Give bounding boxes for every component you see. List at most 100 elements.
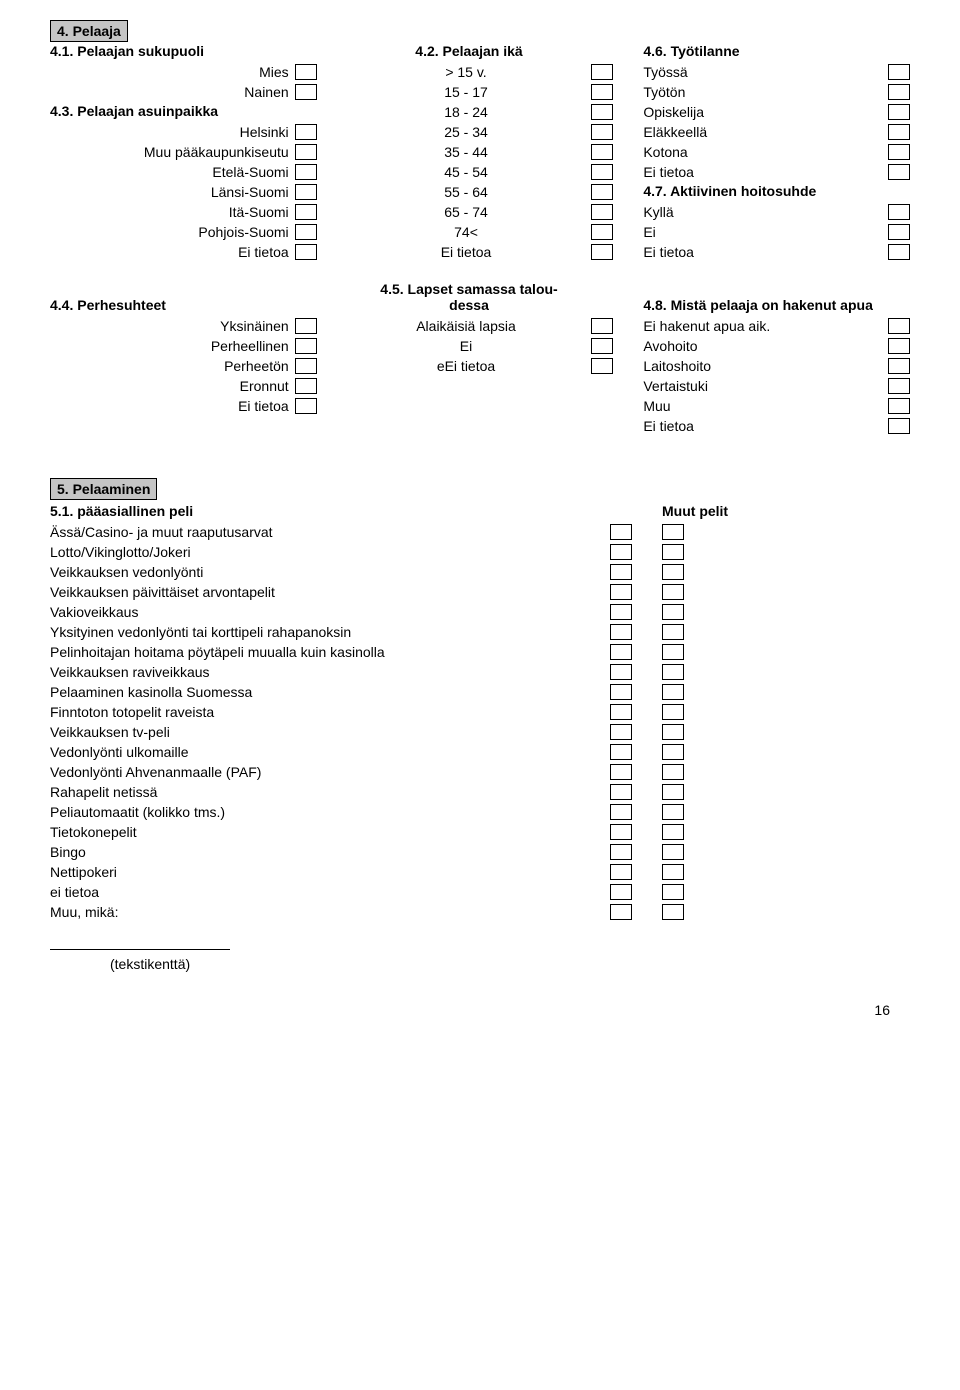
option-label: Vertaistuki — [643, 378, 888, 394]
checkbox[interactable] — [295, 224, 317, 240]
muut-pelit-header: Muut pelit — [662, 501, 752, 521]
checkbox[interactable] — [295, 244, 317, 260]
game-row: Vakioveikkaus — [50, 602, 910, 622]
q51-header: 5.1. pääasiallinen peli — [50, 501, 610, 521]
q45-header: 4.5. Lapset samassa talou- dessa — [347, 281, 592, 315]
checkbox[interactable] — [295, 84, 317, 100]
checkbox-main[interactable] — [610, 664, 632, 680]
checkbox[interactable] — [591, 124, 613, 140]
option-label: 35 - 44 — [347, 144, 592, 160]
checkbox-other[interactable] — [662, 804, 684, 820]
checkbox-other[interactable] — [662, 624, 684, 640]
checkbox[interactable] — [888, 338, 910, 354]
checkbox-main[interactable] — [610, 844, 632, 860]
checkbox-main[interactable] — [610, 584, 632, 600]
checkbox[interactable] — [591, 224, 613, 240]
checkbox-main[interactable] — [610, 544, 632, 560]
checkbox-main[interactable] — [610, 784, 632, 800]
checkbox[interactable] — [591, 338, 613, 354]
checkbox[interactable] — [591, 244, 613, 260]
checkbox-main[interactable] — [610, 884, 632, 900]
checkbox-other[interactable] — [662, 524, 684, 540]
checkbox[interactable] — [591, 164, 613, 180]
checkbox-other[interactable] — [662, 664, 684, 680]
option-label: Työtön — [643, 84, 888, 100]
checkbox[interactable] — [888, 164, 910, 180]
q44-header: 4.4. Perhesuhteet — [50, 297, 295, 315]
option-label: Ei tietoa — [50, 244, 295, 260]
checkbox[interactable] — [295, 124, 317, 140]
checkbox[interactable] — [591, 84, 613, 100]
checkbox-main[interactable] — [610, 824, 632, 840]
checkbox[interactable] — [295, 318, 317, 334]
checkbox-main[interactable] — [610, 904, 632, 920]
checkbox-main[interactable] — [610, 804, 632, 820]
checkbox[interactable] — [295, 64, 317, 80]
checkbox-main[interactable] — [610, 704, 632, 720]
checkbox[interactable] — [888, 64, 910, 80]
checkbox-other[interactable] — [662, 764, 684, 780]
text-input-line[interactable] — [50, 932, 230, 950]
checkbox-other[interactable] — [662, 724, 684, 740]
checkbox[interactable] — [591, 318, 613, 334]
checkbox-other[interactable] — [662, 844, 684, 860]
checkbox-other[interactable] — [662, 744, 684, 760]
checkbox[interactable] — [591, 184, 613, 200]
checkbox-main[interactable] — [610, 624, 632, 640]
checkbox[interactable] — [295, 398, 317, 414]
checkbox[interactable] — [591, 204, 613, 220]
checkbox-other[interactable] — [662, 824, 684, 840]
game-row: Pelaaminen kasinolla Suomessa — [50, 682, 910, 702]
checkbox[interactable] — [888, 124, 910, 140]
checkbox-main[interactable] — [610, 524, 632, 540]
checkbox[interactable] — [295, 358, 317, 374]
checkbox-main[interactable] — [610, 604, 632, 620]
checkbox-other[interactable] — [662, 884, 684, 900]
checkbox[interactable] — [888, 418, 910, 434]
checkbox-main[interactable] — [610, 744, 632, 760]
checkbox-other[interactable] — [662, 544, 684, 560]
checkbox-main[interactable] — [610, 644, 632, 660]
checkbox[interactable] — [591, 64, 613, 80]
checkbox-other[interactable] — [662, 704, 684, 720]
list-item: Etelä-Suomi — [50, 162, 317, 182]
option-label: 15 - 17 — [347, 84, 592, 100]
checkbox[interactable] — [888, 104, 910, 120]
checkbox[interactable] — [295, 378, 317, 394]
checkbox-main[interactable] — [610, 764, 632, 780]
checkbox-other[interactable] — [662, 864, 684, 880]
checkbox-other[interactable] — [662, 684, 684, 700]
checkbox[interactable] — [888, 224, 910, 240]
game-label: Ässä/Casino- ja muut raaputusarvat — [50, 524, 610, 540]
checkbox[interactable] — [888, 84, 910, 100]
checkbox[interactable] — [295, 164, 317, 180]
checkbox-main[interactable] — [610, 864, 632, 880]
checkbox[interactable] — [591, 144, 613, 160]
game-label: Peliautomaatit (kolikko tms.) — [50, 804, 610, 820]
checkbox[interactable] — [888, 318, 910, 334]
checkbox[interactable] — [591, 358, 613, 374]
checkbox-main[interactable] — [610, 724, 632, 740]
checkbox[interactable] — [295, 144, 317, 160]
checkbox[interactable] — [591, 104, 613, 120]
checkbox-main[interactable] — [610, 564, 632, 580]
checkbox[interactable] — [295, 204, 317, 220]
checkbox-other[interactable] — [662, 604, 684, 620]
checkbox[interactable] — [888, 144, 910, 160]
checkbox[interactable] — [888, 398, 910, 414]
game-label: Finntoton totopelit raveista — [50, 704, 610, 720]
game-label: Bingo — [50, 844, 610, 860]
checkbox[interactable] — [888, 378, 910, 394]
checkbox[interactable] — [888, 358, 910, 374]
checkbox[interactable] — [295, 184, 317, 200]
checkbox-other[interactable] — [662, 644, 684, 660]
checkbox-main[interactable] — [610, 684, 632, 700]
checkbox[interactable] — [888, 204, 910, 220]
checkbox-other[interactable] — [662, 584, 684, 600]
checkbox-other[interactable] — [662, 904, 684, 920]
checkbox[interactable] — [888, 244, 910, 260]
checkbox[interactable] — [295, 338, 317, 354]
q42-header: 4.2. Pelaajan ikä — [347, 43, 592, 61]
checkbox-other[interactable] — [662, 784, 684, 800]
checkbox-other[interactable] — [662, 564, 684, 580]
